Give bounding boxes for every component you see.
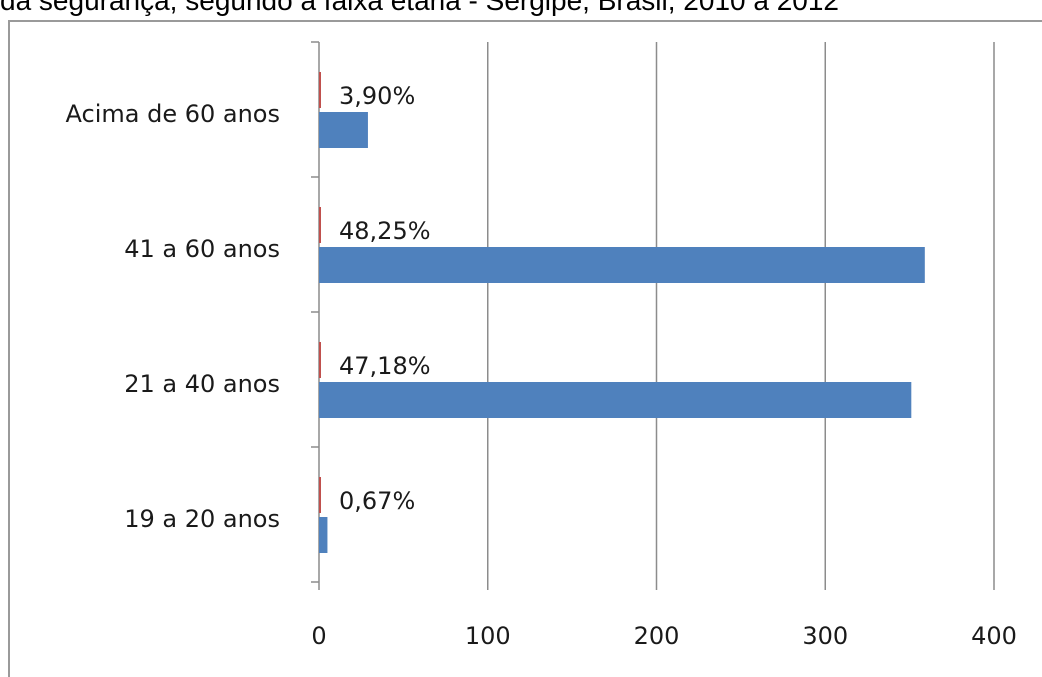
bars [319, 72, 925, 553]
gridlines [487, 42, 995, 582]
bar-primary [319, 382, 912, 418]
bar-primary [319, 517, 328, 553]
bar-secondary [319, 477, 321, 513]
x-tick-label: 200 [634, 622, 680, 650]
category-label: 41 a 60 anos [124, 235, 280, 263]
bar-primary [319, 247, 925, 283]
data-label: 3,90% [339, 82, 415, 110]
bar-primary [319, 112, 368, 148]
category-label: Acima de 60 anos [66, 100, 280, 128]
data-label: 0,67% [339, 487, 415, 515]
category-label: 21 a 40 anos [124, 370, 280, 398]
bar-secondary [319, 342, 321, 378]
chart-frame-top [8, 20, 1042, 22]
header-text: da segurança, segundo a faixa etária - S… [0, 0, 840, 16]
x-tick-label: 100 [465, 622, 511, 650]
labels: 0 100 200 300 400 3,90% Acima de 60 anos 48,25%… [66, 82, 1017, 650]
category-label: 19 a 20 anos [124, 505, 280, 533]
data-label: 47,18% [339, 352, 431, 380]
data-label: 48,25% [339, 217, 431, 245]
x-tick-label: 0 [311, 622, 326, 650]
x-tick-label: 300 [802, 622, 848, 650]
chart-frame-left [8, 20, 10, 677]
x-tick-label: 400 [971, 622, 1017, 650]
bar-secondary [319, 72, 321, 108]
bar-secondary [319, 207, 321, 243]
